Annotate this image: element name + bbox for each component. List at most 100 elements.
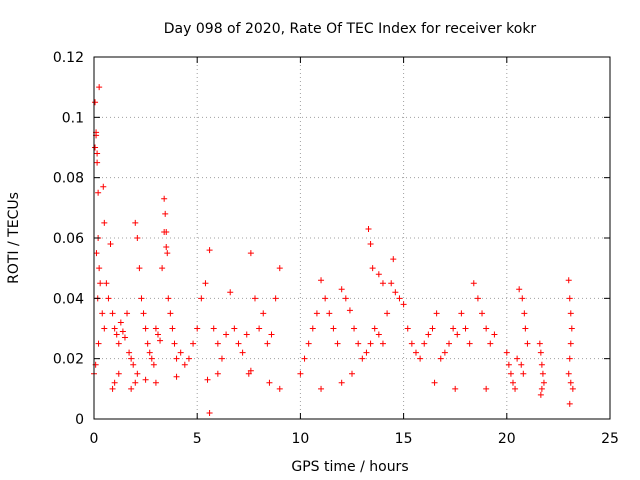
data-point [272, 295, 279, 302]
data-point [206, 409, 213, 416]
data-point [185, 355, 192, 362]
data-point [507, 370, 514, 377]
data-point [163, 228, 170, 235]
data-point [190, 340, 197, 347]
y-tick-label: 0.06 [53, 231, 84, 247]
axis-ticks [93, 56, 611, 420]
data-point [569, 385, 576, 392]
data-point [266, 379, 273, 386]
data-point [539, 370, 546, 377]
data-point [322, 295, 329, 302]
data-point [204, 376, 211, 383]
data-point [152, 379, 159, 386]
data-point [132, 379, 139, 386]
x-tick-label: 5 [193, 431, 202, 447]
data-point [111, 379, 118, 386]
data-point [516, 286, 523, 293]
data-point [92, 99, 99, 106]
data-point [441, 349, 448, 356]
data-point [537, 391, 544, 398]
data-point [96, 265, 103, 272]
data-point [365, 225, 372, 232]
data-point [568, 325, 575, 332]
data-point [124, 310, 131, 317]
data-point [491, 331, 498, 338]
data-point [99, 310, 106, 317]
data-point [113, 331, 120, 338]
data-point [171, 340, 178, 347]
data-point [503, 349, 510, 356]
data-point [452, 385, 459, 392]
data-point [565, 370, 572, 377]
data-point [154, 331, 161, 338]
data-point [101, 325, 108, 332]
data-point [181, 361, 188, 368]
data-point [92, 144, 99, 151]
data-point [128, 385, 135, 392]
data-point [223, 331, 230, 338]
data-point [567, 340, 574, 347]
data-point [121, 334, 128, 341]
data-point [512, 385, 519, 392]
data-point [408, 340, 415, 347]
data-point [379, 340, 386, 347]
data-point [483, 385, 490, 392]
y-tick-label: 0.02 [53, 352, 84, 368]
y-tick-label: 0.12 [53, 50, 84, 66]
data-point [169, 325, 176, 332]
data-point [134, 235, 141, 241]
data-point [109, 385, 116, 392]
data-point [140, 310, 147, 317]
data-point [256, 325, 263, 332]
data-point [97, 280, 104, 287]
data-point [537, 349, 544, 356]
data-point [536, 340, 543, 347]
data-point [390, 256, 397, 263]
data-point [235, 340, 242, 347]
data-point [367, 340, 374, 347]
data-point [458, 310, 465, 317]
data-point [417, 355, 424, 362]
data-point [117, 319, 124, 326]
data-point [388, 280, 395, 287]
data-point [138, 295, 145, 302]
data-point [309, 325, 316, 332]
data-point [130, 361, 137, 368]
data-point [251, 295, 258, 302]
data-point [177, 349, 184, 356]
data-point [214, 370, 221, 377]
data-point [371, 325, 378, 332]
data-point [247, 367, 254, 374]
data-point [375, 271, 382, 278]
data-points [91, 84, 576, 416]
data-point [400, 301, 407, 308]
data-point [342, 295, 349, 302]
data-point [338, 379, 345, 386]
data-point [522, 325, 529, 332]
data-point [94, 150, 101, 157]
data-point [101, 219, 108, 226]
data-point [94, 159, 101, 166]
data-point [474, 295, 481, 302]
data-point [268, 331, 275, 338]
data-point [470, 280, 477, 287]
data-point [313, 310, 320, 317]
data-point [128, 355, 135, 362]
data-point [162, 210, 169, 217]
data-point [301, 355, 308, 362]
data-point [351, 325, 358, 332]
data-point [462, 325, 469, 332]
data-point [421, 340, 428, 347]
data-point [318, 385, 325, 392]
data-point [355, 340, 362, 347]
data-point [454, 331, 461, 338]
data-point [126, 349, 133, 356]
data-point [142, 325, 149, 332]
data-point [524, 340, 531, 347]
data-point [514, 355, 521, 362]
data-point [173, 355, 180, 362]
data-point [384, 310, 391, 317]
data-point [509, 379, 516, 386]
data-point [115, 370, 122, 377]
